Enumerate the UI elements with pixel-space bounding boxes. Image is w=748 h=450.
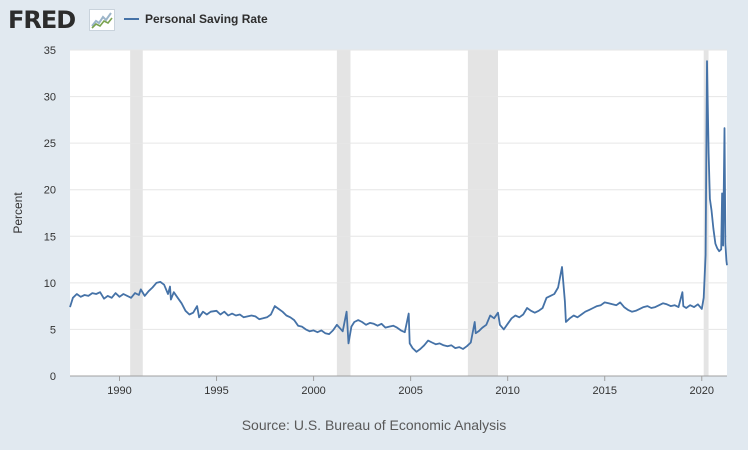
- recession-band-1: [336, 50, 351, 376]
- chart: 0 5 10 15 20 25 30 35 1990 1995 2000 2005 2010 2015 2…: [11, 45, 728, 397]
- x-axis-ticks: 1990 1995 2000 2005 2010 2015 2020: [107, 376, 714, 397]
- y-tick-label-0: 0: [50, 371, 56, 383]
- fred-logo[interactable]: FRED: [8, 6, 76, 34]
- x-tick-label-2010: 2010: [495, 385, 519, 397]
- y-tick-label-10: 10: [44, 278, 56, 290]
- series-line-personal-saving-rate: [69, 60, 728, 353]
- y-tick-label-30: 30: [44, 92, 56, 104]
- y-tick-label-15: 15: [44, 231, 56, 243]
- recession-band-2: [467, 50, 498, 376]
- chart-header: FRED Personal Saving Rate: [0, 0, 748, 40]
- recession-band-0: [130, 50, 143, 376]
- plot-area: [70, 50, 727, 376]
- y-tick-label-35: 35: [44, 45, 56, 57]
- y-axis-ticks: 0 5 10 15 20 25 30 35: [44, 45, 56, 383]
- legend-label: Personal Saving Rate: [145, 12, 268, 26]
- y-tick-label-5: 5: [50, 324, 56, 336]
- y-tick-label-20: 20: [44, 185, 56, 197]
- legend-swatch: [124, 18, 139, 20]
- y-tick-label-25: 25: [44, 138, 56, 150]
- x-tick-label-2005: 2005: [398, 385, 422, 397]
- x-tick-label-2015: 2015: [592, 385, 616, 397]
- y-axis-label: Percent: [11, 192, 25, 234]
- line-graph-icon: [89, 9, 115, 31]
- source-note: Source: U.S. Bureau of Economic Analysis: [241, 417, 507, 433]
- x-tick-label-2000: 2000: [301, 385, 325, 397]
- x-tick-label-1990: 1990: [107, 385, 131, 397]
- gridlines: [70, 49, 727, 330]
- x-tick-label-1995: 1995: [204, 385, 228, 397]
- x-tick-label-2020: 2020: [690, 385, 714, 397]
- chart-legend: Personal Saving Rate: [124, 11, 268, 27]
